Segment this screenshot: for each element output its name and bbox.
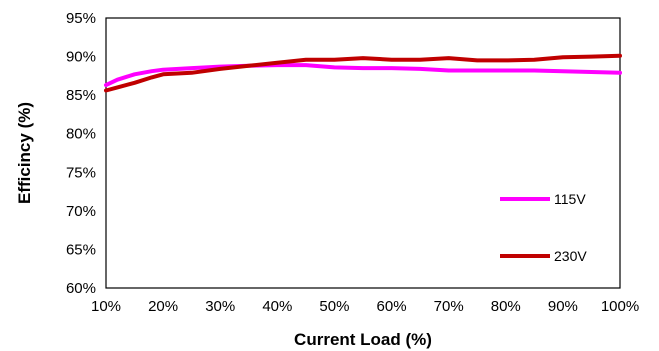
- legend-label-230v: 230V: [554, 248, 587, 264]
- y-tick-label: 70%: [66, 203, 96, 220]
- y-tick-label: 90%: [66, 49, 96, 66]
- x-tick-label: 50%: [319, 298, 349, 315]
- x-tick-label: 20%: [148, 298, 178, 315]
- y-tick-label: 85%: [66, 87, 96, 104]
- plot-area: [105, 17, 621, 289]
- x-tick-label: 90%: [548, 298, 578, 315]
- x-tick-label: 10%: [91, 298, 121, 315]
- y-tick-label: 60%: [66, 280, 96, 297]
- legend-label-115v: 115V: [554, 191, 586, 207]
- x-axis-title: Current Load (%): [294, 330, 432, 349]
- x-tick-label: 80%: [491, 298, 521, 315]
- y-axis-title: Efficincy (%): [15, 102, 34, 204]
- x-tick-label: 40%: [262, 298, 292, 315]
- y-tick-label: 65%: [66, 241, 96, 258]
- y-tick-labels: 60% 65% 70% 75% 80% 85% 90% 95%: [66, 10, 96, 297]
- y-tick-label: 80%: [66, 126, 96, 143]
- series-line-115v: [104, 63, 622, 88]
- x-tick-label: 100%: [601, 298, 639, 315]
- y-tick-label: 95%: [66, 10, 96, 27]
- x-tick-label: 30%: [205, 298, 235, 315]
- series-line-230v: [104, 53, 622, 93]
- x-tick-label: 70%: [434, 298, 464, 315]
- x-tick-labels: 10% 20% 30% 40% 50% 60% 70% 80% 90% 100%: [91, 298, 639, 315]
- y-tick-label: 75%: [66, 164, 96, 181]
- series-lines: [104, 53, 622, 93]
- legend: 115V 230V: [500, 191, 587, 264]
- x-tick-label: 60%: [377, 298, 407, 315]
